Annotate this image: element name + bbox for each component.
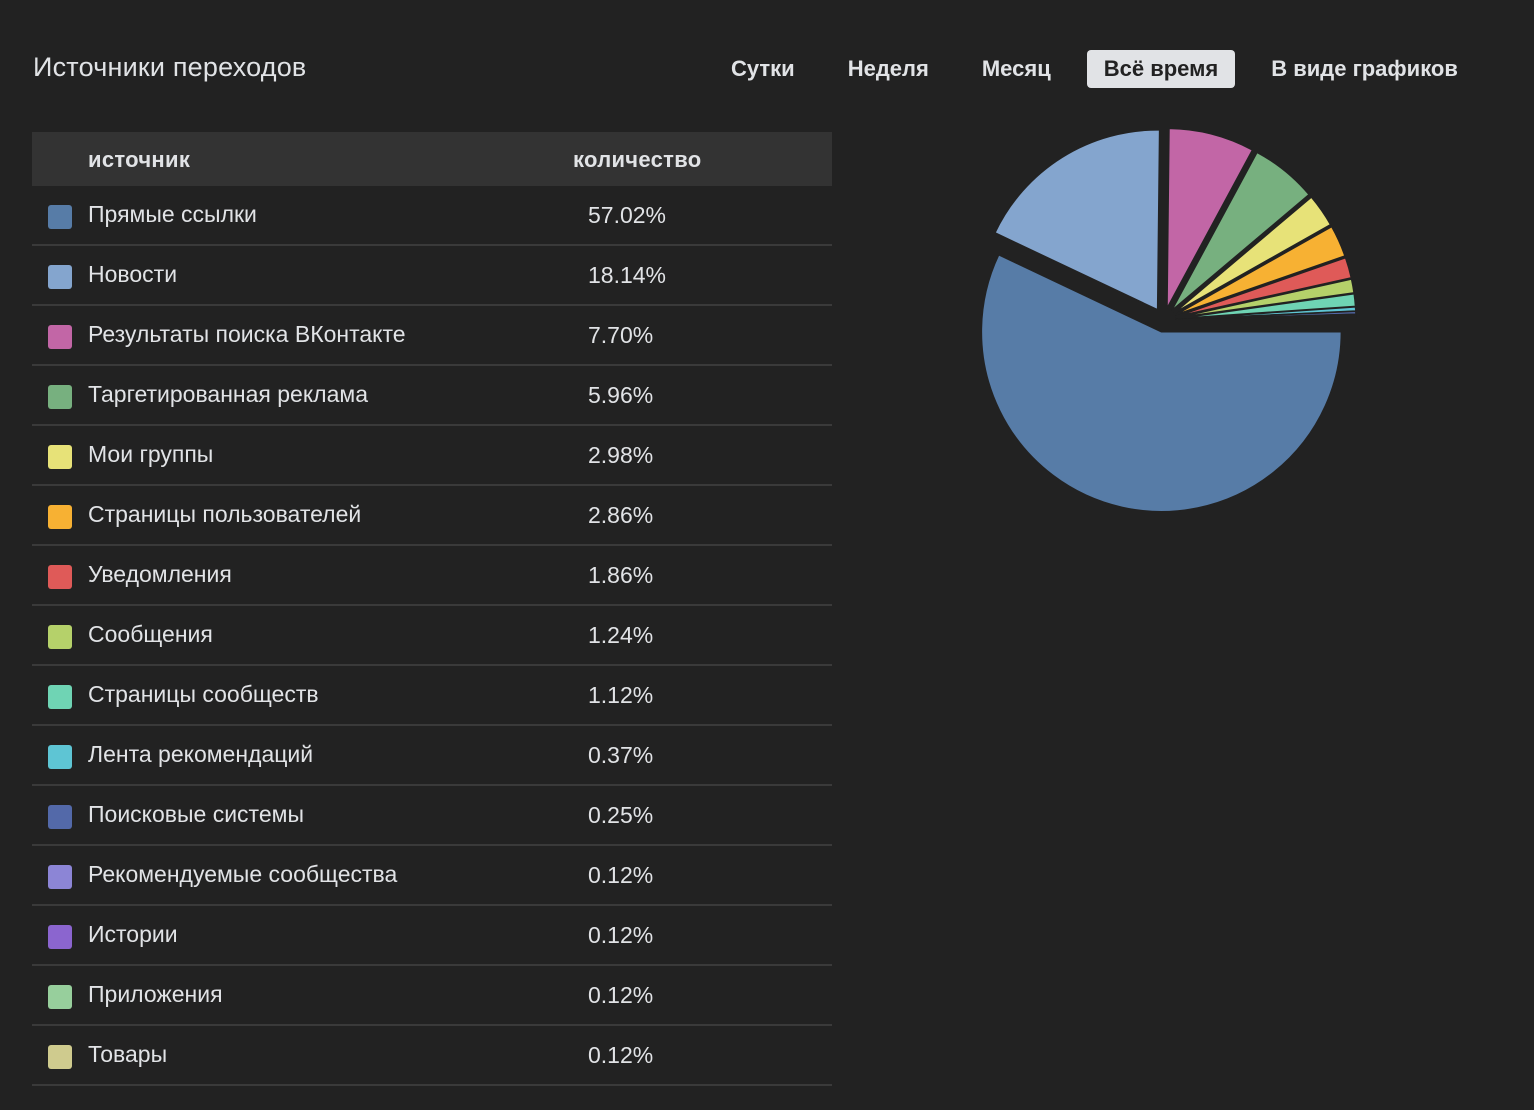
pie-slice[interactable] <box>1175 278 1355 319</box>
legend-swatch <box>48 505 72 529</box>
source-label: Мои группы <box>88 441 214 467</box>
source-value: 57.02% <box>588 202 667 228</box>
pie-slice[interactable] <box>1166 127 1254 309</box>
table-row[interactable]: Таргетированная реклама 5.96% <box>32 366 832 426</box>
legend-swatch <box>48 445 72 469</box>
source-label: Уведомления <box>88 561 232 587</box>
source-label: Результаты поиска ВКонтакте <box>88 321 406 347</box>
legend-swatch <box>48 565 72 589</box>
table-row[interactable]: Приложения 0.12% <box>32 966 832 1026</box>
table-row[interactable]: Уведомления 1.86% <box>32 546 832 606</box>
legend-swatch <box>48 745 72 769</box>
source-value: 1.86% <box>588 562 654 588</box>
pie-slice[interactable] <box>1175 256 1353 318</box>
source-value: 1.24% <box>588 622 654 648</box>
pie-slice[interactable] <box>980 253 1343 513</box>
legend-swatch <box>48 325 72 349</box>
source-label: Приложения <box>88 981 223 1007</box>
source-label: Лента рекомендаций <box>88 741 314 767</box>
source-value: 0.12% <box>588 922 654 948</box>
source-value: 0.12% <box>588 1042 654 1068</box>
page-title: Источники переходов <box>33 52 307 82</box>
source-value: 1.12% <box>588 682 654 708</box>
pie-slice[interactable] <box>1170 151 1311 312</box>
source-label: Прямые ссылки <box>88 201 257 227</box>
sources-table: источник количество Прямые ссылки 57.02% Н… <box>32 132 832 1086</box>
source-value: 5.96% <box>588 382 654 408</box>
legend-swatch <box>48 385 72 409</box>
legend-swatch <box>48 265 72 289</box>
tab-day[interactable]: Сутки <box>731 56 795 81</box>
table-row[interactable]: Новости 18.14% <box>32 246 832 306</box>
table-row[interactable]: Истории 0.12% <box>32 906 832 966</box>
column-header-count[interactable]: количество <box>573 147 702 172</box>
table-row[interactable]: Результаты поиска ВКонтакте 7.70% <box>32 306 832 366</box>
source-value: 2.86% <box>588 502 654 528</box>
pie-slice[interactable] <box>993 129 1161 312</box>
pie-slice[interactable] <box>1175 317 1357 321</box>
source-label: Истории <box>88 921 178 947</box>
source-label: Страницы пользователей <box>88 501 362 527</box>
tab-month[interactable]: Месяц <box>981 56 1051 81</box>
table-header: источник количество <box>32 132 832 186</box>
pie-slice[interactable] <box>1174 225 1346 316</box>
table-row[interactable]: Сообщения 1.24% <box>32 606 832 666</box>
legend-swatch <box>48 1045 72 1069</box>
period-tabs: Сутки Неделя Месяц Всё время В виде граф… <box>714 50 1475 88</box>
sources-pie-chart <box>980 127 1357 513</box>
source-value: 0.25% <box>588 802 654 828</box>
table-row[interactable]: Мои группы 2.98% <box>32 426 832 486</box>
source-label: Сообщения <box>88 621 213 647</box>
legend-swatch <box>48 925 72 949</box>
legend-swatch <box>48 985 72 1009</box>
source-label: Рекомендуемые сообщества <box>88 861 398 887</box>
table-row[interactable]: Поисковые системы 0.25% <box>32 786 832 846</box>
source-value: 0.12% <box>588 862 654 888</box>
table-row[interactable]: Страницы сообществ 1.12% <box>32 666 832 726</box>
table-row[interactable]: Прямые ссылки 57.02% <box>32 186 832 246</box>
legend-swatch <box>48 805 72 829</box>
table-row[interactable]: Лента рекомендаций 0.37% <box>32 726 832 786</box>
pie-slice[interactable] <box>1173 195 1332 314</box>
source-value: 0.12% <box>588 982 654 1008</box>
source-label: Таргетированная реклама <box>88 381 368 407</box>
tab-all-time[interactable]: Всё время <box>1086 50 1236 88</box>
table-row[interactable]: Рекомендуемые сообщества 0.12% <box>32 846 832 906</box>
source-value: 0.37% <box>588 742 654 768</box>
tab-week[interactable]: Неделя <box>847 56 929 81</box>
column-header-source[interactable]: источник <box>88 147 191 172</box>
table-row[interactable]: Страницы пользователей 2.86% <box>32 486 832 546</box>
tab-as-graphs[interactable]: В виде графиков <box>1271 56 1458 81</box>
source-value: 18.14% <box>588 262 667 288</box>
source-label: Новости <box>88 261 178 287</box>
legend-swatch <box>48 205 72 229</box>
source-label: Страницы сообществ <box>88 681 319 707</box>
source-label: Поисковые системы <box>88 801 304 827</box>
table-body: Прямые ссылки 57.02% Новости 18.14% Результа… <box>32 186 832 1086</box>
legend-swatch <box>48 625 72 649</box>
source-label: Товары <box>88 1041 168 1067</box>
source-value: 7.70% <box>588 322 654 348</box>
legend-swatch <box>48 685 72 709</box>
source-value: 2.98% <box>588 442 654 468</box>
legend-swatch <box>48 865 72 889</box>
table-row[interactable]: Товары 0.12% <box>32 1026 832 1086</box>
